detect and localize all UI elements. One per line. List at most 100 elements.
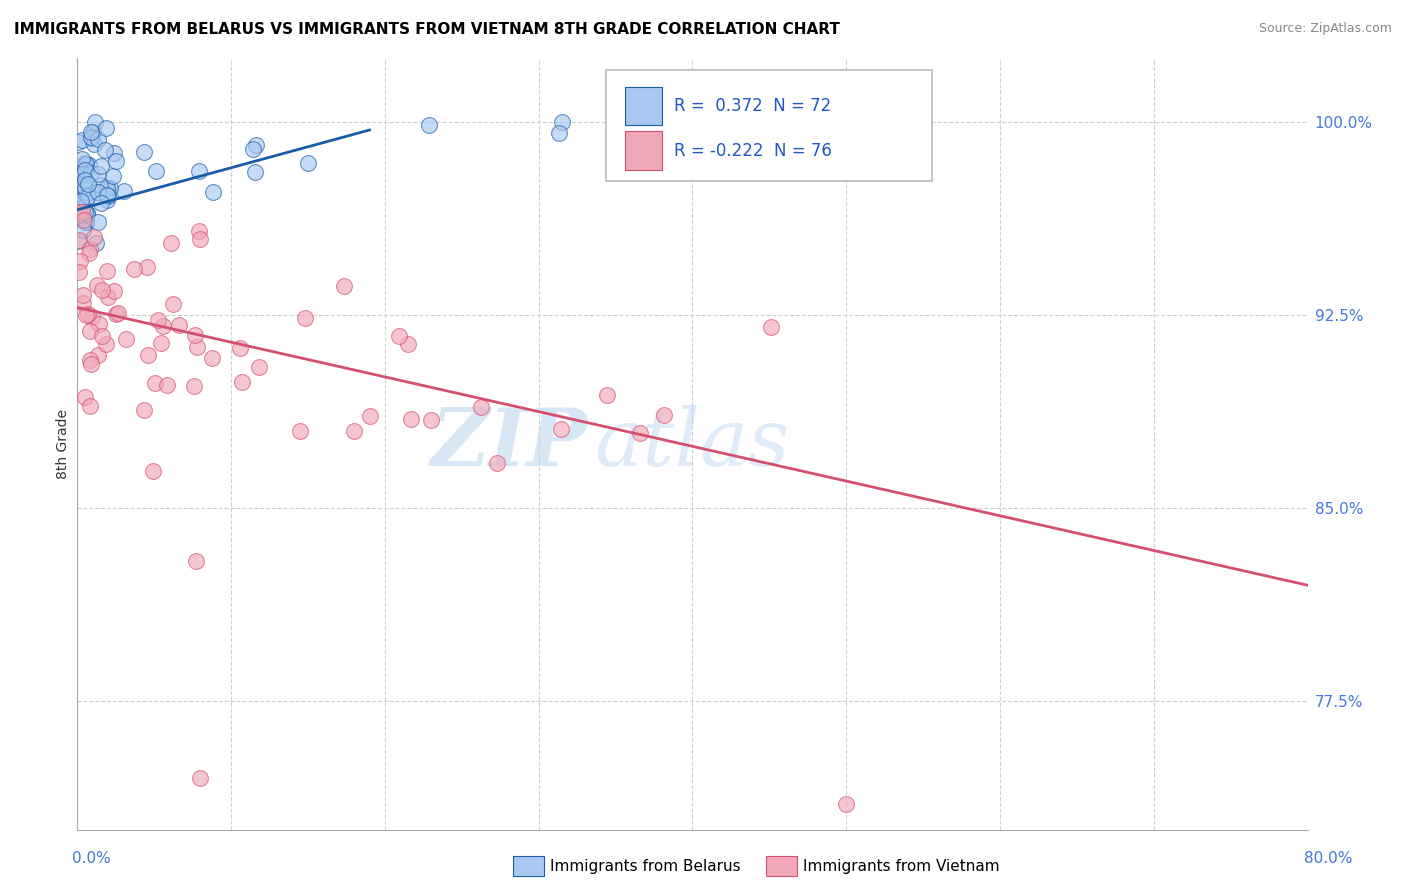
Point xyxy=(73,205,96,219)
Point xyxy=(184,327,207,342)
Point xyxy=(101,169,124,184)
Text: IMMIGRANTS FROM BELARUS VS IMMIGRANTS FROM VIETNAM 8TH GRADE CORRELATION CHART: IMMIGRANTS FROM BELARUS VS IMMIGRANTS FR… xyxy=(14,22,839,37)
Point xyxy=(188,163,211,178)
Point xyxy=(75,308,97,322)
Point xyxy=(134,145,156,160)
Point xyxy=(75,187,97,202)
Point xyxy=(75,157,97,171)
Point xyxy=(96,337,118,351)
Point xyxy=(73,212,96,227)
Point xyxy=(103,146,125,161)
Point xyxy=(96,181,118,195)
Point xyxy=(156,378,179,392)
Point xyxy=(142,464,165,478)
Point xyxy=(231,375,253,389)
Point xyxy=(596,388,619,402)
Point xyxy=(188,232,211,246)
Point xyxy=(96,193,118,207)
Point xyxy=(628,425,651,440)
Point xyxy=(249,360,271,375)
Point xyxy=(67,135,90,149)
Point xyxy=(75,215,97,229)
Point xyxy=(75,215,97,229)
FancyBboxPatch shape xyxy=(606,70,932,181)
Text: R = -0.222  N = 76: R = -0.222 N = 76 xyxy=(673,142,832,160)
Point xyxy=(91,283,114,297)
Point xyxy=(188,224,211,238)
Point xyxy=(70,194,93,208)
Point xyxy=(149,336,172,351)
Point xyxy=(75,158,97,172)
Point xyxy=(242,142,264,156)
Point xyxy=(485,456,508,470)
Point xyxy=(96,264,118,278)
Text: R =  0.372  N = 72: R = 0.372 N = 72 xyxy=(673,97,831,115)
Point xyxy=(70,205,93,219)
Point xyxy=(73,181,96,195)
Point xyxy=(359,409,381,423)
Point xyxy=(332,279,354,293)
Point xyxy=(79,165,101,179)
Point xyxy=(89,178,111,192)
Point xyxy=(72,296,94,310)
Text: 0.0%: 0.0% xyxy=(72,851,111,865)
Point xyxy=(69,166,91,180)
Point xyxy=(67,265,90,279)
Text: Immigrants from Belarus: Immigrants from Belarus xyxy=(550,859,741,873)
Point xyxy=(143,376,166,390)
Text: atlas: atlas xyxy=(595,405,789,483)
Point xyxy=(83,230,105,244)
Point xyxy=(105,154,128,169)
Point xyxy=(115,332,138,346)
Point xyxy=(72,287,94,301)
Point xyxy=(67,197,90,211)
Text: 80.0%: 80.0% xyxy=(1305,851,1353,865)
Point xyxy=(297,156,319,170)
Point xyxy=(72,175,94,189)
Point xyxy=(550,422,572,436)
Point xyxy=(548,126,571,140)
Point xyxy=(229,341,252,355)
Point xyxy=(93,143,115,157)
Point xyxy=(67,211,90,226)
Point xyxy=(186,340,208,354)
Point xyxy=(188,771,212,785)
Point xyxy=(420,413,443,427)
Point xyxy=(79,324,101,338)
Point xyxy=(69,254,91,268)
Point xyxy=(112,185,135,199)
Point xyxy=(80,131,103,145)
Point xyxy=(75,180,97,194)
Point xyxy=(202,186,225,200)
Point xyxy=(80,130,103,145)
Point xyxy=(96,188,118,202)
Point xyxy=(91,328,114,343)
Point xyxy=(67,233,90,247)
Point xyxy=(82,125,104,139)
Point xyxy=(76,178,98,192)
Point xyxy=(835,797,858,811)
Point xyxy=(96,121,118,136)
Point xyxy=(134,403,156,417)
Point xyxy=(72,223,94,237)
Point xyxy=(73,163,96,178)
Point xyxy=(72,200,94,214)
Point xyxy=(69,162,91,177)
Point xyxy=(136,348,159,362)
Point xyxy=(76,188,98,202)
Point xyxy=(243,165,266,179)
Point xyxy=(70,132,93,146)
Point xyxy=(396,336,419,351)
Point xyxy=(97,189,120,203)
Point xyxy=(342,425,364,439)
Point xyxy=(87,214,110,228)
Text: Source: ZipAtlas.com: Source: ZipAtlas.com xyxy=(1258,22,1392,36)
Point xyxy=(73,390,96,404)
Point xyxy=(72,167,94,181)
Point xyxy=(103,285,125,299)
Point xyxy=(72,179,94,194)
Point xyxy=(652,408,675,422)
Point xyxy=(77,158,100,172)
Point xyxy=(87,167,110,181)
Point xyxy=(77,307,100,321)
